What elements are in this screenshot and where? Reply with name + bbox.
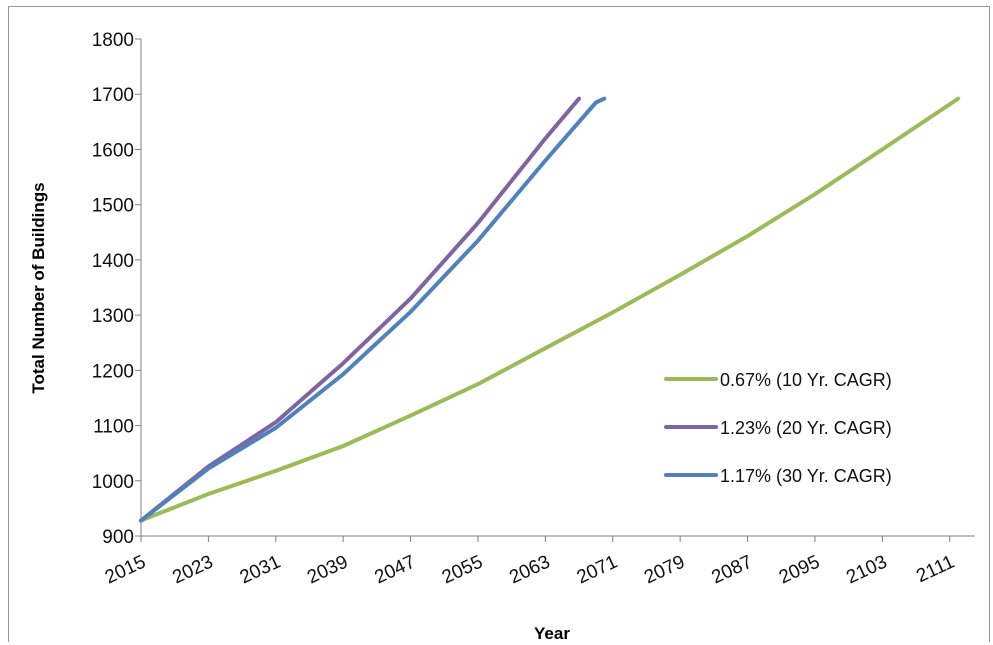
x-tick-label: 2079 [641, 551, 688, 588]
series-line-2 [139, 96, 607, 523]
y-tick-label: 1700 [92, 85, 134, 106]
x-tick-label: 2023 [169, 551, 216, 588]
y-tick-label: 1600 [92, 140, 134, 161]
x-tick-label: 2103 [843, 551, 890, 588]
y-tick-label: 1000 [92, 472, 134, 493]
x-tick-label: 2047 [371, 551, 418, 588]
legend-label: 1.23% (20 Yr. CAGR) [720, 418, 892, 438]
y-tick-label: 1800 [92, 30, 134, 51]
y-tick-label: 1100 [93, 417, 134, 438]
chart-frame [8, 6, 990, 642]
x-tick-label: 2071 [574, 551, 621, 588]
x-tick-label: 2087 [708, 551, 755, 588]
y-axis-title: Total Number of Buildings [29, 182, 48, 393]
y-tick-label: 1500 [92, 196, 134, 217]
series-line-1 [139, 96, 582, 523]
x-tick-labels: 2015 2023 2031 2039 2047 2055 2063 2071 2079 2087… [102, 551, 958, 588]
legend-label: 1.17% (30 Yr. CAGR) [720, 466, 892, 486]
y-tick-label: 1200 [92, 361, 134, 382]
legend: 0.67% (10 Yr. CAGR) 1.23% (20 Yr. CAGR) 1.… [664, 370, 892, 486]
y-tick-label: 1300 [92, 306, 134, 327]
y-tick-label: 900 [102, 527, 134, 548]
x-tick-label: 2055 [439, 551, 486, 588]
chart-axes [135, 38, 975, 542]
series-line-0 [139, 96, 961, 523]
y-tick-label: 1400 [92, 251, 134, 272]
x-axis-title: Year [534, 624, 570, 643]
legend-label: 0.67% (10 Yr. CAGR) [720, 370, 892, 390]
x-tick-label: 2031 [237, 551, 284, 588]
y-tick-labels: 900 1000 1100 1200 1300 1400 1500 1600 1700 1800 [92, 30, 134, 548]
x-tick-label: 2111 [913, 551, 958, 587]
x-tick-label: 2095 [776, 551, 823, 588]
x-tick-label: 2015 [102, 551, 149, 588]
series-lines [139, 96, 961, 523]
x-tick-label: 2063 [506, 551, 553, 588]
x-tick-label: 2039 [304, 551, 351, 588]
